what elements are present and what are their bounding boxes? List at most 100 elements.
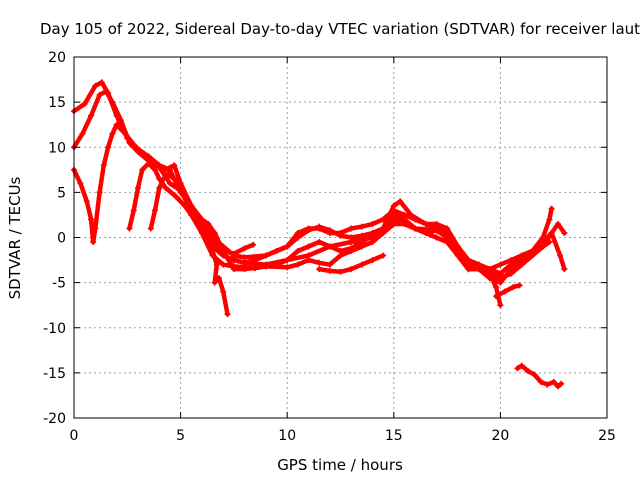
series-s3-point	[109, 130, 116, 137]
series-s9-point	[510, 284, 517, 291]
series-s3-point	[88, 216, 95, 223]
series-s10-point	[514, 365, 521, 372]
series-s4-point	[557, 252, 564, 259]
series-s6-point	[220, 248, 227, 255]
series-s5-point	[422, 220, 429, 227]
series-s5-point	[433, 220, 440, 227]
series-s5-point	[147, 225, 154, 232]
series-s1-point	[81, 100, 88, 107]
series-s6-point	[454, 252, 461, 259]
series-s4-point	[220, 261, 227, 268]
y-tick-label: 10	[48, 140, 66, 156]
series-s4-point	[316, 239, 323, 246]
x-axis-label: GPS time / hours	[277, 456, 403, 474]
y-tick-label: -20	[43, 411, 66, 427]
y-axis-label: SDTVAR / TECUs	[6, 176, 24, 299]
series-s3-point	[166, 180, 173, 187]
series-s5-point	[554, 220, 561, 227]
series-s3-point	[497, 302, 504, 309]
series-s6-point	[401, 220, 408, 227]
series-s7-point	[211, 279, 218, 286]
series-s3-point	[348, 239, 355, 246]
series-s5-point	[390, 207, 397, 214]
series-s4-point	[284, 257, 291, 264]
series-s6-point	[380, 229, 387, 236]
series-s7-point	[215, 275, 222, 282]
x-tick-label: 25	[598, 428, 616, 444]
series-s4-point	[145, 160, 152, 167]
series-s6-point	[230, 266, 237, 273]
series-s3-point	[83, 198, 90, 205]
series-s3-point	[130, 141, 137, 148]
series-s6-point	[529, 252, 536, 259]
series-s5-point	[241, 259, 248, 266]
x-tick-label: 10	[278, 428, 296, 444]
series-s5-point	[369, 220, 376, 227]
chart-title: Day 105 of 2022, Sidereal Day-to-day VTE…	[40, 20, 640, 38]
series-s2-point	[546, 216, 553, 223]
series-s6-point	[465, 266, 472, 273]
y-tick-label: 0	[57, 231, 66, 247]
x-tick-label: 0	[70, 428, 79, 444]
series-s5-point	[412, 216, 419, 223]
series-s4-point	[173, 193, 180, 200]
series-s4-point	[162, 184, 169, 191]
series-s6-point	[262, 263, 269, 270]
series-s6-point	[241, 266, 248, 273]
series-s10-point	[558, 380, 565, 387]
series-s5-point	[188, 202, 195, 209]
series-s5-point	[152, 207, 159, 214]
series-s5-point	[316, 225, 323, 232]
series-s5-point	[337, 229, 344, 236]
series-s5-point	[230, 257, 237, 264]
series-s6-point	[497, 279, 504, 286]
series-s9-point	[516, 282, 523, 289]
series-s5-point	[380, 216, 387, 223]
series-s6-point	[358, 243, 365, 250]
tick-labels: 0 5 10 15 20 25 -20 -15 -10 -5 0 5 10 15 20	[43, 50, 616, 444]
series-s8-point	[348, 266, 355, 273]
series-s3-point	[122, 130, 129, 137]
series-s5-point	[358, 223, 365, 230]
series-s5-point	[548, 229, 555, 236]
series-s10-point	[544, 381, 551, 388]
series-s3-point	[139, 151, 146, 158]
series-s4-point	[130, 207, 137, 214]
series-s5-point	[305, 225, 312, 232]
series-s6-point	[294, 261, 301, 268]
series-s2-point	[117, 117, 124, 124]
series-s8-point	[358, 261, 365, 268]
series-s4-point	[198, 229, 205, 236]
series-s6-point	[476, 266, 483, 273]
series-s10-point	[518, 362, 525, 369]
series-s4-point	[139, 166, 146, 173]
series-s8-point	[316, 266, 323, 273]
series-s6-point	[540, 243, 547, 250]
series-s6-point	[412, 225, 419, 232]
series-s6-point	[433, 234, 440, 241]
series-s4-point	[294, 248, 301, 255]
series-s5-point	[284, 243, 291, 250]
series-s6-point	[369, 239, 376, 246]
series-s7-point	[220, 288, 227, 295]
series-s5-point	[401, 211, 408, 218]
series-s4-point	[152, 166, 159, 173]
series-s5-point	[262, 252, 269, 259]
series-s7-point	[224, 311, 231, 318]
x-tick-label: 20	[491, 428, 509, 444]
series-s2-point	[171, 162, 178, 169]
series-s5-point	[444, 225, 451, 232]
series-s6-point	[486, 275, 493, 282]
series-s8-point	[326, 267, 333, 274]
series-s1-point	[241, 245, 248, 252]
series-s4-point	[181, 202, 188, 209]
series-s3-point	[113, 121, 120, 128]
series-s10-point	[550, 378, 557, 385]
series-s6-point	[326, 261, 333, 268]
series-s6-point	[348, 248, 355, 255]
series-s9-line	[493, 283, 522, 299]
series-s5-point	[561, 229, 568, 236]
series-s6-point	[198, 216, 205, 223]
series-s10-line	[515, 363, 564, 389]
